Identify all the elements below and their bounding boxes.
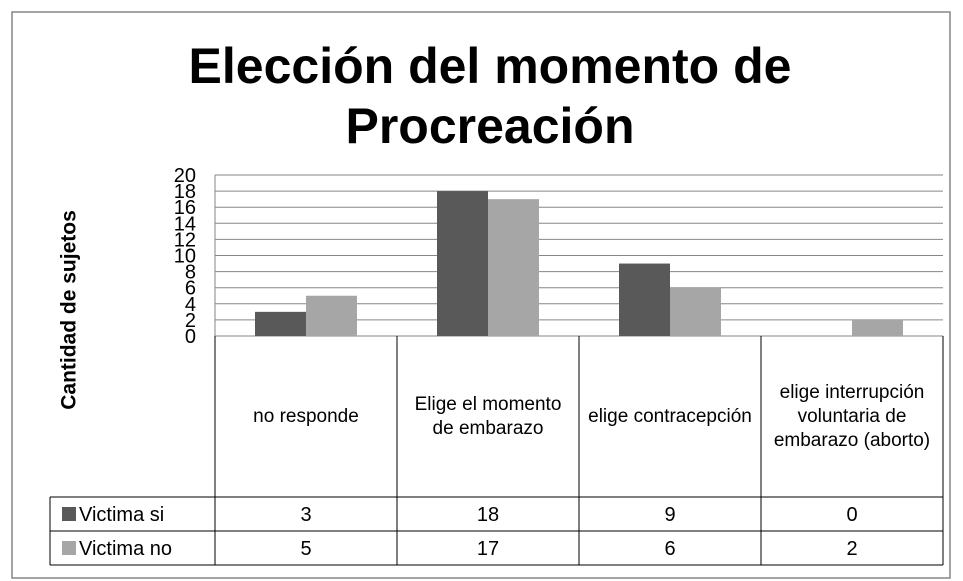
table-value: 3 [300, 504, 311, 526]
table-value: 9 [664, 504, 675, 526]
bar [852, 319, 903, 336]
y-tick-label: 12 [174, 229, 196, 251]
y-tick-label: 0 [185, 326, 196, 348]
bar [437, 191, 488, 336]
table-value: 0 [846, 504, 857, 526]
x-tick-label: elige interrupción voluntaria de embaraz… [773, 381, 931, 451]
bar [488, 199, 539, 336]
legend-label: Victima no [79, 538, 172, 560]
bar [306, 295, 357, 336]
table-value: 2 [846, 538, 857, 560]
y-tick-label: 14 [174, 213, 196, 235]
x-tick-label: Elige el momento de embarazo [414, 393, 562, 439]
table-value: 17 [477, 538, 499, 560]
chart-title: Elección del momento de Procreación [188, 38, 792, 154]
y-tick-label: 16 [174, 197, 196, 219]
y-tick-label: 4 [185, 294, 196, 316]
x-tick-label: no responde [253, 405, 359, 427]
y-tick-label: 20 [174, 165, 196, 187]
y-tick-label: 18 [174, 181, 196, 203]
y-tick-label: 2 [185, 310, 196, 332]
table-value: 5 [300, 538, 311, 560]
table-value: 6 [664, 538, 675, 560]
bar [670, 287, 721, 336]
y-tick-label: 8 [185, 262, 196, 284]
y-tick-label: 6 [185, 278, 196, 300]
x-tick-label: elige contracepción [588, 405, 752, 427]
legend-label: Victima si [79, 504, 164, 526]
y-axis-label: Cantidad de sujetos [58, 210, 81, 410]
bar [619, 263, 670, 336]
legend-key [62, 541, 76, 555]
bar [255, 311, 306, 336]
y-tick-label: 10 [174, 246, 196, 268]
table-value: 18 [477, 504, 499, 526]
legend-key [62, 507, 76, 521]
